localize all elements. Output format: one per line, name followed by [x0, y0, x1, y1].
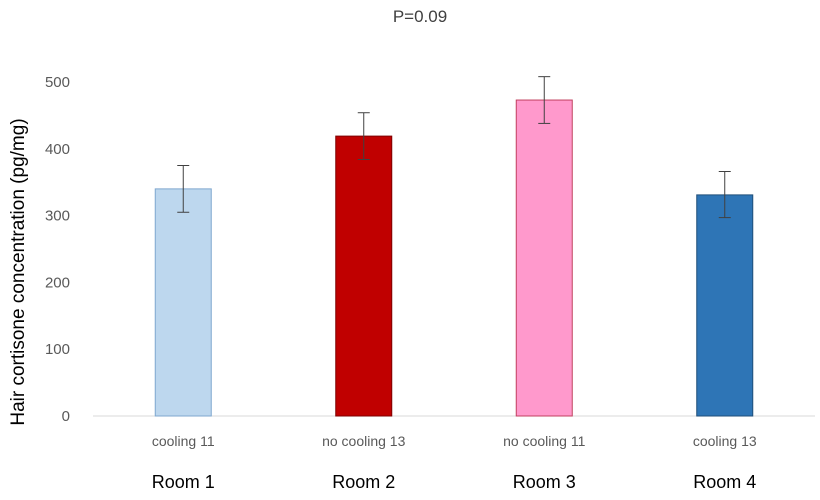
bar	[335, 135, 393, 417]
bars	[154, 99, 754, 417]
group-labels: Room 1 Room 2 Room 3 Room 4	[152, 472, 757, 492]
group-label: Room 4	[693, 472, 756, 492]
y-axis-ticks: 0 100 200 300 400 500	[45, 74, 70, 425]
category-labels: cooling 11 no cooling 13 no cooling 11 cool…	[152, 433, 757, 449]
category-label: no cooling 13	[322, 433, 406, 449]
error-bar	[177, 165, 190, 213]
y-tick-label: 100	[45, 341, 70, 358]
category-label: cooling 11	[152, 433, 215, 449]
error-bar	[538, 76, 551, 124]
group-label: Room 2	[332, 472, 395, 492]
group-label: Room 1	[152, 472, 215, 492]
category-label: no cooling 11	[503, 433, 585, 449]
bar	[696, 194, 754, 417]
y-tick-label: 400	[45, 141, 70, 158]
error-bar	[357, 112, 370, 160]
error-bar	[718, 171, 731, 219]
error-bars	[177, 76, 731, 219]
group-label: Room 3	[513, 472, 576, 492]
y-tick-label: 300	[45, 208, 70, 225]
bar	[515, 99, 573, 417]
chart-title: P=0.09	[393, 7, 447, 26]
y-tick-label: 0	[62, 408, 70, 425]
y-tick-label: 200	[45, 274, 70, 291]
y-tick-label: 500	[45, 74, 70, 91]
bar	[154, 188, 212, 417]
y-axis-label: Hair cortisone concentration (pg/mg)	[8, 118, 29, 425]
category-label: cooling 13	[693, 433, 757, 449]
